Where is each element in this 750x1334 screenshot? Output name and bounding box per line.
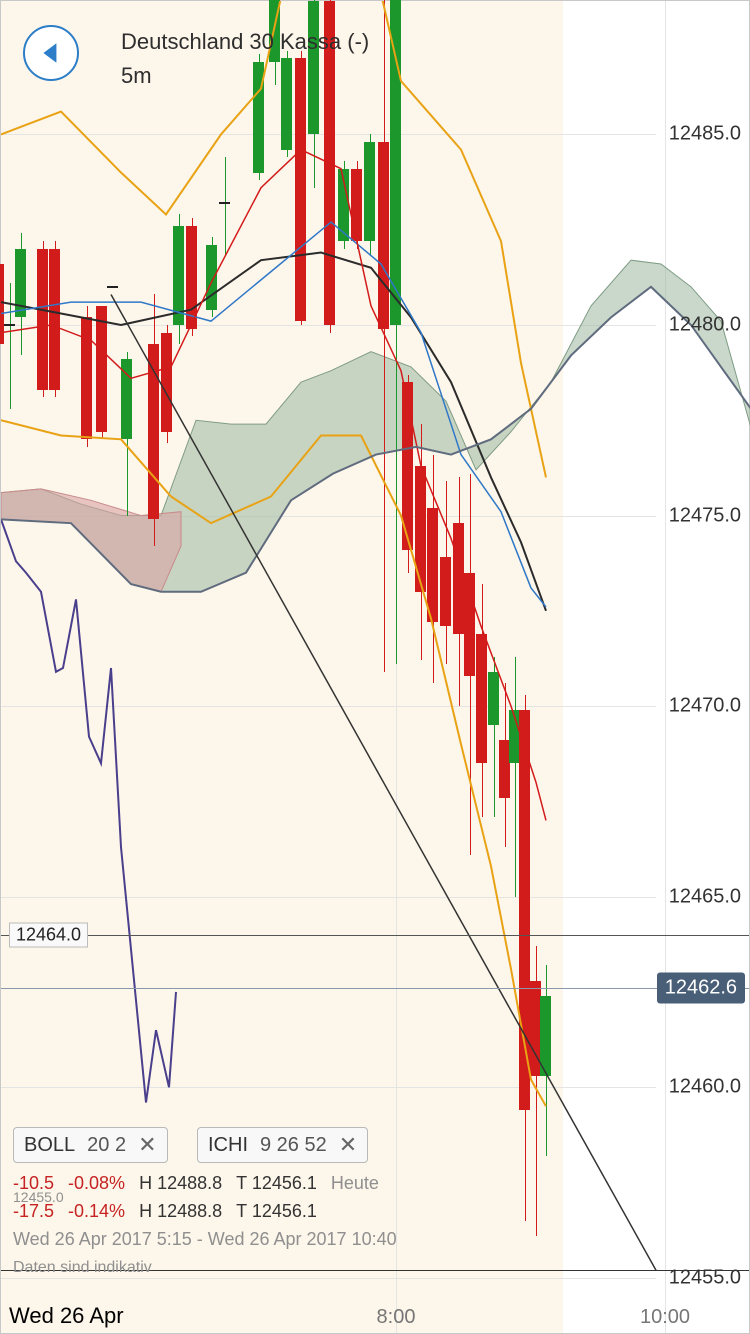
- candle-body[interactable]: [464, 573, 475, 676]
- current-price-badge: 12462.6: [657, 973, 745, 1004]
- current-price-line: [1, 988, 749, 989]
- candle-body[interactable]: [519, 710, 530, 1110]
- back-arrow-icon: [38, 40, 64, 66]
- y-tick-label: 12485.0: [669, 123, 741, 146]
- y-tick-label: 12465.0: [669, 885, 741, 908]
- candle-body[interactable]: [488, 672, 499, 725]
- candle-body[interactable]: [295, 58, 306, 321]
- candle-body[interactable]: [161, 333, 172, 432]
- candle-body[interactable]: [338, 169, 349, 241]
- indicator-chip-ichi[interactable]: ICHI 9 26 52 ✕: [197, 1127, 368, 1163]
- time-range: Wed 26 Apr 2017 5:15 - Wed 26 Apr 2017 1…: [13, 1229, 397, 1250]
- close-icon[interactable]: ✕: [138, 1132, 156, 1158]
- low-value: T 12456.1: [236, 1201, 317, 1222]
- y-tick-label: 12480.0: [669, 313, 741, 336]
- candle-body[interactable]: [253, 62, 264, 173]
- candle-body[interactable]: [206, 245, 217, 310]
- candle-body[interactable]: [0, 264, 4, 344]
- y-tick-label: 12455.0: [669, 1266, 741, 1289]
- stat-row: -10.5-0.08%H 12488.8T 12456.1Heute: [13, 1173, 379, 1194]
- candle-body[interactable]: [415, 466, 426, 592]
- candle-body[interactable]: [540, 996, 551, 1076]
- candle-body[interactable]: [107, 286, 118, 288]
- back-button[interactable]: [23, 25, 79, 81]
- high-value: H 12488.8: [139, 1173, 222, 1194]
- chart-root: Deutschland 30 Kassa (-) 5m 12464.0 1246…: [0, 0, 750, 1334]
- y-axis[interactable]: 12455.0 12460.0 12465.0 12470.0 12475.0 12480…: [654, 1, 749, 1334]
- instrument-title: Deutschland 30 Kassa (-): [121, 29, 369, 55]
- candle-body[interactable]: [390, 0, 401, 325]
- candle-body[interactable]: [427, 508, 438, 622]
- y-tick-label: 12470.0: [669, 695, 741, 718]
- y-tick-label: 12460.0: [669, 1076, 741, 1099]
- change-pct: -0.14%: [68, 1201, 125, 1222]
- candle-body[interactable]: [378, 142, 389, 329]
- session-date: Wed 26 Apr: [9, 1303, 124, 1329]
- candle-body[interactable]: [4, 324, 15, 326]
- change-pct: -0.08%: [68, 1173, 125, 1194]
- candle-body[interactable]: [364, 142, 375, 241]
- candle-wick: [10, 283, 11, 409]
- candle-body[interactable]: [49, 249, 60, 390]
- candle-body[interactable]: [308, 1, 319, 134]
- high-value: H 12488.8: [139, 1201, 222, 1222]
- clipped-value: 12455.0: [13, 1189, 64, 1205]
- candle-body[interactable]: [476, 634, 487, 764]
- period-label: Heute: [331, 1173, 379, 1194]
- candle-body[interactable]: [96, 306, 107, 432]
- x-tick-label: 8:00: [377, 1306, 416, 1329]
- chip-params: 20 2: [87, 1134, 126, 1157]
- candle-body[interactable]: [402, 382, 413, 550]
- x-tick-label: 10:00: [640, 1306, 690, 1329]
- close-icon[interactable]: ✕: [339, 1132, 357, 1158]
- chip-params: 9 26 52: [260, 1134, 327, 1157]
- price-level-tag[interactable]: 12464.0: [9, 922, 88, 947]
- chip-label: BOLL: [24, 1134, 75, 1157]
- low-value: T 12456.1: [236, 1173, 317, 1194]
- y-tick-label: 12475.0: [669, 504, 741, 527]
- candle-wick: [225, 157, 226, 256]
- candle-body[interactable]: [121, 359, 132, 439]
- candle-body[interactable]: [15, 249, 26, 318]
- candle-body[interactable]: [186, 226, 197, 329]
- timeframe-label[interactable]: 5m: [121, 63, 152, 89]
- candle-body[interactable]: [219, 202, 230, 204]
- candle-body[interactable]: [148, 344, 159, 519]
- candle-body[interactable]: [351, 169, 362, 241]
- candle-body[interactable]: [281, 58, 292, 149]
- chip-label: ICHI: [208, 1134, 248, 1157]
- disclaimer: Daten sind indikativ: [13, 1259, 152, 1277]
- indicator-chip-boll[interactable]: BOLL 20 2 ✕: [13, 1127, 168, 1163]
- candle-body[interactable]: [453, 523, 464, 634]
- price-level-line[interactable]: [1, 935, 749, 936]
- candle-body[interactable]: [173, 226, 184, 325]
- candle-body[interactable]: [440, 557, 451, 626]
- candle-wick: [515, 657, 516, 897]
- candle-body[interactable]: [81, 317, 92, 439]
- candle-body[interactable]: [37, 249, 48, 390]
- candle-wick: [384, 0, 385, 672]
